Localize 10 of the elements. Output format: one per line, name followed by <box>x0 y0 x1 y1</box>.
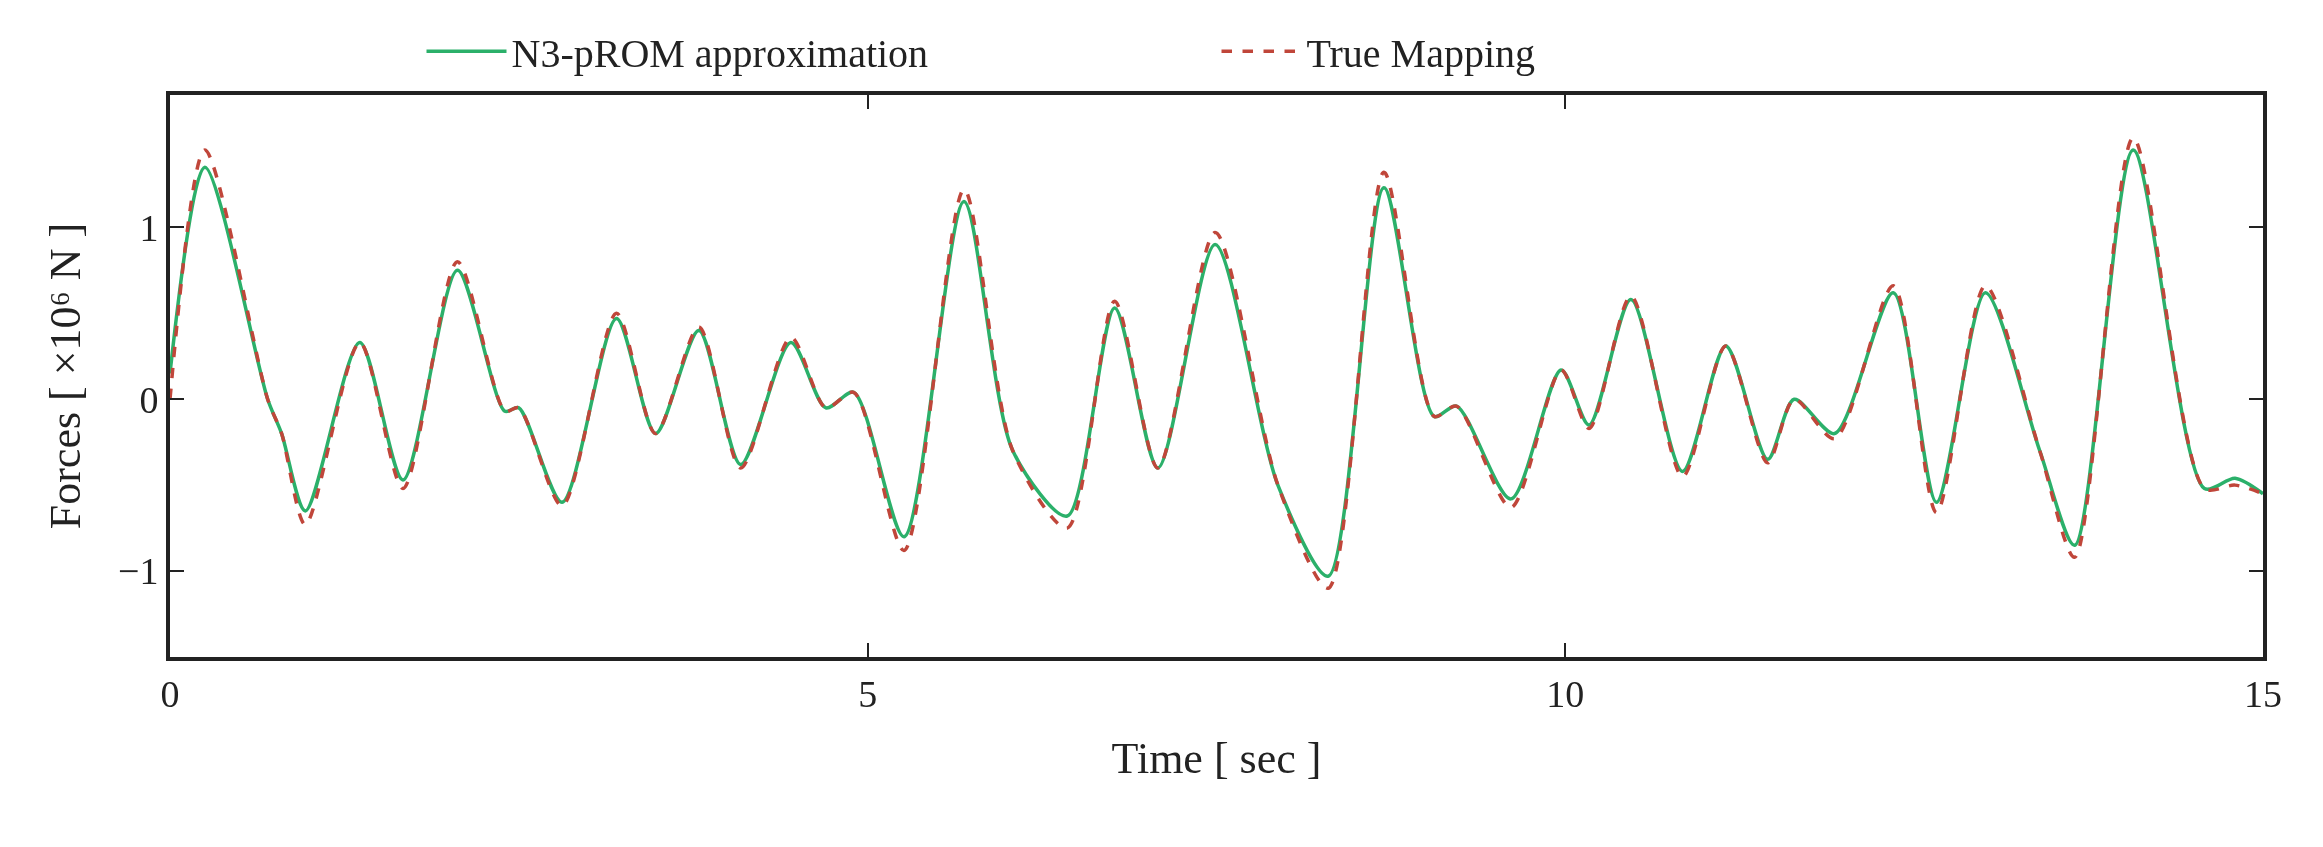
y-tick-label: 0 <box>139 378 159 421</box>
y-tick-label: −1 <box>117 550 159 593</box>
y-axis-title: Forces [ ×10⁶ N ] <box>40 222 90 530</box>
y-tick-label: 1 <box>139 206 159 249</box>
x-tick-label: 10 <box>1546 672 1585 715</box>
x-tick-label: 15 <box>2244 672 2282 715</box>
legend-label: N3-pROM approximation <box>511 30 929 76</box>
legend-label: True Mapping <box>1306 30 1536 76</box>
x-axis-title: Time [ sec ] <box>1111 734 1322 784</box>
x-tick-label: 5 <box>858 672 878 715</box>
